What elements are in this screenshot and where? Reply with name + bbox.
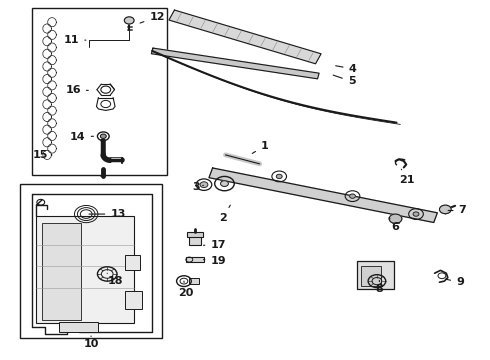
- Text: 21: 21: [399, 169, 415, 185]
- Text: 16: 16: [65, 85, 88, 95]
- Text: 12: 12: [140, 12, 165, 23]
- Text: 18: 18: [107, 273, 123, 286]
- Bar: [59, 321, 98, 332]
- Bar: [125, 255, 140, 270]
- Text: 20: 20: [178, 281, 193, 298]
- Text: 17: 17: [203, 240, 226, 250]
- Circle shape: [349, 194, 355, 198]
- Text: 4: 4: [336, 64, 356, 74]
- Bar: [189, 278, 198, 284]
- Bar: [32, 8, 167, 175]
- Text: 2: 2: [219, 205, 230, 222]
- Bar: [42, 223, 81, 320]
- Text: 10: 10: [83, 336, 99, 349]
- Text: 19: 19: [203, 256, 226, 266]
- Circle shape: [220, 181, 228, 186]
- Bar: [189, 234, 201, 244]
- Circle shape: [389, 214, 402, 224]
- Bar: [20, 184, 162, 338]
- Circle shape: [413, 212, 419, 216]
- Bar: [361, 266, 381, 286]
- Circle shape: [124, 17, 134, 24]
- Bar: [186, 257, 204, 262]
- Circle shape: [276, 174, 282, 179]
- Bar: [36, 216, 134, 323]
- Text: 5: 5: [333, 75, 355, 86]
- Text: 6: 6: [389, 218, 399, 231]
- Text: 14: 14: [70, 132, 94, 142]
- Text: 8: 8: [375, 280, 383, 294]
- Circle shape: [440, 205, 451, 214]
- Circle shape: [200, 182, 208, 188]
- Text: 15: 15: [33, 150, 52, 160]
- Polygon shape: [169, 10, 321, 64]
- Bar: [187, 232, 203, 237]
- Circle shape: [100, 134, 106, 138]
- Bar: [357, 261, 394, 289]
- Bar: [125, 291, 143, 309]
- Polygon shape: [209, 168, 438, 222]
- Text: 3: 3: [193, 182, 203, 192]
- Text: 7: 7: [448, 206, 466, 216]
- Text: 13: 13: [89, 209, 125, 219]
- Text: 9: 9: [445, 277, 464, 287]
- Polygon shape: [151, 48, 319, 79]
- Text: 11: 11: [64, 35, 86, 45]
- Text: 1: 1: [252, 141, 269, 153]
